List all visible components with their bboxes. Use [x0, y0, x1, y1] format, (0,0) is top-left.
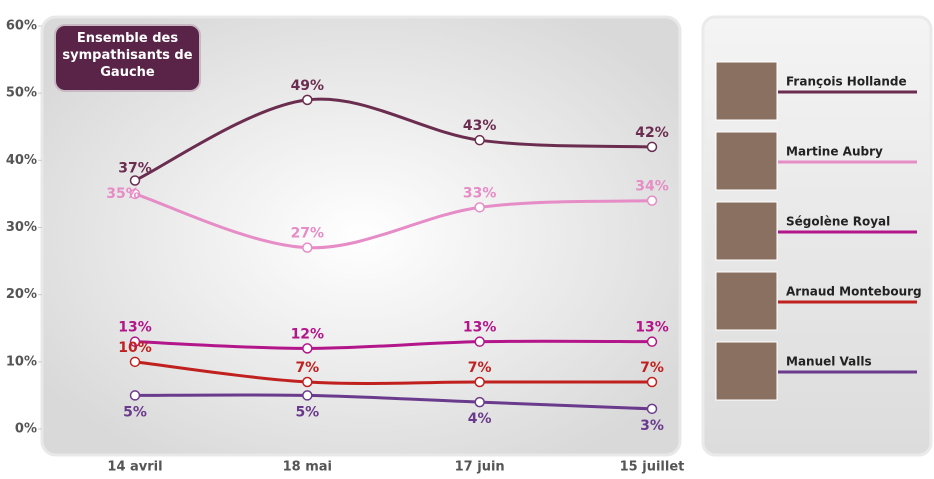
- point: [474, 336, 485, 347]
- title-box: [54, 24, 201, 92]
- chart-title: Ensemble des sympathisants de Gauche: [62, 31, 193, 80]
- series-line: [134, 97, 653, 182]
- series-line: [134, 360, 652, 385]
- point: [646, 336, 658, 347]
- value-label: 27%: [291, 226, 325, 242]
- y-tick-label: 0%: [15, 422, 37, 437]
- point: [129, 390, 141, 401]
- y-tick-label: 60%: [6, 19, 37, 34]
- value-label: 12%: [291, 326, 325, 342]
- series-line: [134, 192, 653, 250]
- value-label: 7%: [468, 360, 492, 376]
- value-label: 4%: [468, 411, 492, 427]
- value-label: 43%: [463, 118, 497, 134]
- point: [302, 390, 313, 401]
- legend-photo: [715, 271, 778, 331]
- value-label: 5%: [123, 404, 147, 420]
- value-label: 7%: [640, 360, 664, 376]
- series-line: [134, 393, 653, 411]
- point: [646, 403, 658, 415]
- value-label: 13%: [635, 320, 669, 336]
- point: [302, 242, 313, 253]
- value-label: 37%: [118, 160, 152, 176]
- value-label: 33%: [463, 185, 497, 201]
- point: [474, 134, 485, 146]
- y-tick-label: 10%: [6, 354, 37, 369]
- value-label: 13%: [463, 320, 497, 336]
- legend-label: Ségolène Royal: [786, 215, 890, 229]
- point: [474, 202, 485, 213]
- value-label: 13%: [118, 320, 152, 336]
- point: [474, 396, 485, 408]
- point: [646, 195, 658, 206]
- x-tick-label: 18 mai: [283, 460, 332, 475]
- value-label: 10%: [118, 340, 152, 356]
- point: [129, 188, 141, 200]
- point: [302, 376, 313, 388]
- value-label: 42%: [635, 125, 669, 141]
- y-tick-label: 30%: [6, 220, 37, 235]
- legend-photo: [715, 131, 778, 191]
- y-tick-label: 40%: [6, 153, 37, 168]
- point: [302, 94, 313, 106]
- legend-label: François Hollande: [786, 75, 907, 89]
- y-tick-label: 20%: [6, 287, 37, 302]
- value-label: 5%: [295, 404, 319, 420]
- legend-photo: [715, 61, 778, 121]
- value-label: 3%: [640, 418, 664, 434]
- legend-label: Martine Aubry: [786, 145, 883, 159]
- x-tick-label: 15 juillet: [620, 460, 685, 475]
- legend-photo: [715, 341, 778, 401]
- x-tick-label: 17 juin: [455, 460, 505, 475]
- point: [129, 175, 141, 186]
- point: [129, 336, 141, 347]
- legend-label: Manuel Valls: [786, 355, 872, 369]
- value-label: 34%: [635, 179, 669, 195]
- value-label: 7%: [295, 360, 319, 376]
- point: [302, 343, 313, 354]
- legend-photo: [715, 201, 778, 261]
- series-line: [134, 339, 653, 350]
- value-label: 49%: [291, 78, 325, 94]
- title-holder: Ensemble des sympathisants de Gauche: [62, 31, 193, 80]
- point: [646, 376, 658, 388]
- y-tick-label: 50%: [6, 86, 37, 101]
- point: [474, 376, 485, 388]
- point: [129, 356, 141, 368]
- x-tick-label: 14 avril: [107, 460, 162, 475]
- legend-label: Arnaud Montebourg: [786, 285, 922, 299]
- point: [646, 141, 658, 153]
- value-label: 35%: [106, 186, 140, 202]
